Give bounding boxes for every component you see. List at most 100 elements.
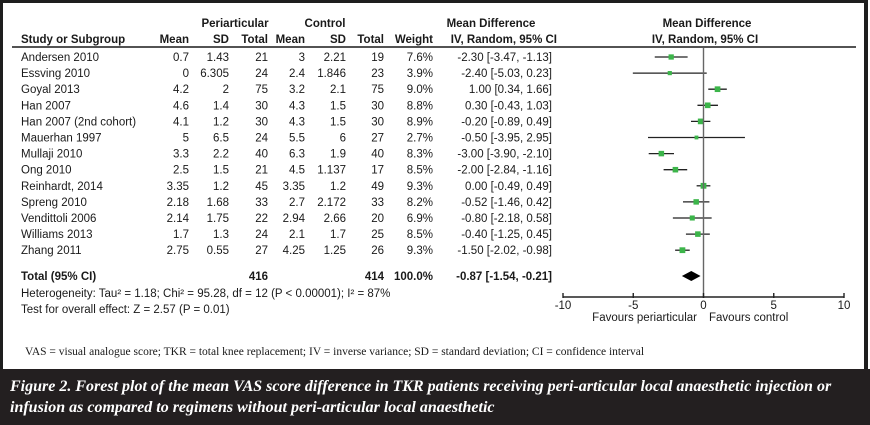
study-name: Mullaji 2010 bbox=[21, 149, 82, 161]
cell-ci-text: -1.50 [-2.02, -0.98] bbox=[457, 245, 552, 257]
table-row: Han 2007 (2nd cohort) 4.1 1.2 30 4.3 1.5 30 8.9… bbox=[21, 116, 552, 128]
cell-c-total: 49 bbox=[371, 181, 384, 193]
cell-c-sd: 2.172 bbox=[317, 197, 346, 209]
cell-weight: 7.6% bbox=[407, 52, 433, 64]
cell-ci-text: -2.30 [-3.47, -1.13] bbox=[457, 52, 552, 64]
cell-c-total: 17 bbox=[371, 165, 384, 177]
cell-weight: 8.8% bbox=[407, 100, 433, 112]
cell-weight: 9.0% bbox=[407, 84, 433, 96]
table-row: Vendittoli 2006 2.14 1.75 22 2.94 2.66 20 6.9% -… bbox=[21, 213, 552, 225]
cell-ci-text: -2.00 [-2.84, -1.16] bbox=[457, 165, 552, 177]
cell-p-sd: 1.3 bbox=[213, 229, 229, 241]
effect-marker bbox=[694, 135, 699, 140]
cell-ci-text: 0.00 [-0.49, 0.49] bbox=[465, 181, 552, 193]
cell-p-total: 24 bbox=[255, 68, 268, 80]
cell-p-mean: 4.1 bbox=[173, 116, 189, 128]
study-name: Zhang 2011 bbox=[21, 245, 82, 257]
frame-border-right bbox=[864, 0, 868, 369]
cell-p-sd: 6.5 bbox=[213, 133, 229, 145]
table-row: Goyal 2013 4.2 2 75 3.2 2.1 75 9.0% 1.00 [0.34, … bbox=[21, 84, 552, 96]
cell-c-total: 30 bbox=[371, 100, 384, 112]
group1-header: Periarticular bbox=[201, 18, 269, 30]
plot-marks bbox=[632, 48, 745, 298]
cell-p-mean: 2.18 bbox=[167, 197, 189, 209]
plot-header-title: Mean Difference bbox=[663, 18, 752, 30]
cell-p-total: 33 bbox=[255, 197, 268, 209]
table-row: Reinhardt, 2014 3.35 1.2 45 3.35 1.2 49 9.3% 0.0… bbox=[21, 181, 552, 193]
cell-p-sd: 1.2 bbox=[213, 181, 229, 193]
cell-p-total: 24 bbox=[255, 229, 268, 241]
col-weight: Weight bbox=[395, 34, 433, 46]
study-name: Goyal 2013 bbox=[21, 84, 80, 96]
study-name: Mauerhan 1997 bbox=[21, 133, 102, 145]
col-p-total: Total bbox=[241, 34, 268, 46]
x-axis: -10 -5 0 5 10 bbox=[555, 293, 850, 312]
cell-c-mean: 4.25 bbox=[283, 245, 305, 257]
cell-p-total: 75 bbox=[255, 84, 268, 96]
cell-p-sd: 1.68 bbox=[207, 197, 229, 209]
cell-c-mean: 2.1 bbox=[289, 229, 305, 241]
x-tick-label: 0 bbox=[700, 300, 706, 312]
table-row: Mullaji 2010 3.3 2.2 40 6.3 1.9 40 8.3% -3.00 [-… bbox=[21, 149, 552, 161]
table-row: Ong 2010 2.5 1.5 21 4.5 1.137 17 8.5% -2.00 [-2.… bbox=[21, 165, 552, 177]
cell-c-sd: 1.5 bbox=[330, 116, 346, 128]
figure-caption: Figure 2. Forest plot of the mean VAS sc… bbox=[0, 369, 870, 425]
cell-ci-text: -0.40 [-1.25, 0.45] bbox=[461, 229, 552, 241]
cell-p-total: 22 bbox=[255, 213, 268, 225]
table-row: Han 2007 4.6 1.4 30 4.3 1.5 30 8.8% 0.30 [-0.43,… bbox=[21, 100, 552, 112]
cell-c-mean: 3.35 bbox=[283, 181, 305, 193]
frame-border-top bbox=[0, 0, 868, 3]
cell-c-total: 20 bbox=[371, 213, 384, 225]
cell-ci-text: 0.30 [-0.43, 1.03] bbox=[465, 100, 552, 112]
cell-c-mean: 4.5 bbox=[289, 165, 305, 177]
group2-header: Control bbox=[305, 18, 346, 30]
cell-c-total: 27 bbox=[371, 133, 384, 145]
cell-p-mean: 0 bbox=[183, 68, 189, 80]
cell-p-total: 40 bbox=[255, 149, 268, 161]
cell-p-mean: 1.7 bbox=[173, 229, 189, 241]
cell-c-sd: 1.9 bbox=[330, 149, 346, 161]
x-tick-label: -5 bbox=[628, 300, 638, 312]
col-c-sd: SD bbox=[330, 34, 346, 46]
total-weight: 100.0% bbox=[394, 271, 433, 283]
effect-marker bbox=[697, 118, 704, 125]
effect-marker bbox=[672, 166, 679, 173]
total-ci: -0.87 [-1.54, -0.21] bbox=[456, 271, 552, 283]
cell-c-sd: 1.137 bbox=[317, 165, 346, 177]
col-p-sd: SD bbox=[213, 34, 229, 46]
study-name: Han 2007 (2nd cohort) bbox=[21, 116, 136, 128]
cell-p-sd: 1.4 bbox=[213, 100, 230, 112]
cell-p-mean: 3.35 bbox=[167, 181, 189, 193]
cell-ci-text: -2.40 [-5.03, 0.23] bbox=[461, 68, 552, 80]
study-name: Ong 2010 bbox=[21, 165, 72, 177]
table-row: Andersen 2010 0.7 1.43 21 3 2.21 19 7.6% -2.30 [… bbox=[21, 52, 552, 64]
forest-plot: Periarticular Control Mean Difference Me… bbox=[12, 18, 856, 324]
cell-p-mean: 2.14 bbox=[167, 213, 190, 225]
cell-weight: 8.2% bbox=[407, 197, 433, 209]
col-plot: IV, Random, 95% CI bbox=[652, 34, 758, 46]
cell-c-sd: 1.846 bbox=[317, 68, 346, 80]
cell-ci-text: -3.00 [-3.90, -2.10] bbox=[457, 149, 552, 161]
cell-c-sd: 1.2 bbox=[330, 181, 346, 193]
cell-p-total: 21 bbox=[255, 52, 268, 64]
cell-c-total: 40 bbox=[371, 149, 384, 161]
favours-right-label: Favours control bbox=[709, 312, 788, 324]
cell-p-sd: 1.2 bbox=[213, 116, 229, 128]
col-study: Study or Subgroup bbox=[21, 34, 125, 46]
cell-p-sd: 1.5 bbox=[213, 165, 229, 177]
cell-p-total: 45 bbox=[255, 181, 268, 193]
cell-c-mean: 3.2 bbox=[289, 84, 305, 96]
table-row: Mauerhan 1997 5 6.5 24 5.5 6 27 2.7% -0.50 [-3.9… bbox=[21, 133, 552, 145]
cell-c-mean: 6.3 bbox=[289, 149, 305, 161]
col-c-mean: Mean bbox=[276, 34, 305, 46]
col-effect: IV, Random, 95% CI bbox=[451, 34, 557, 46]
effect-marker bbox=[679, 247, 686, 254]
cell-c-mean: 2.94 bbox=[283, 213, 306, 225]
study-name: Vendittoli 2006 bbox=[21, 213, 96, 225]
cell-c-mean: 2.7 bbox=[289, 197, 305, 209]
study-name: Andersen 2010 bbox=[21, 52, 99, 64]
cell-c-total: 75 bbox=[371, 84, 384, 96]
cell-c-sd: 1.7 bbox=[330, 229, 346, 241]
effect-marker bbox=[695, 231, 701, 237]
